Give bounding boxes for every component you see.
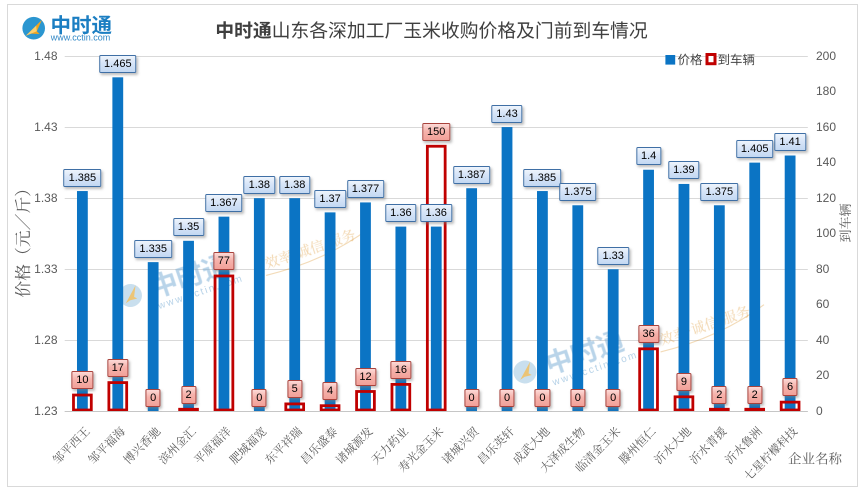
svg-text:www.cctin.com: www.cctin.com (50, 33, 111, 43)
